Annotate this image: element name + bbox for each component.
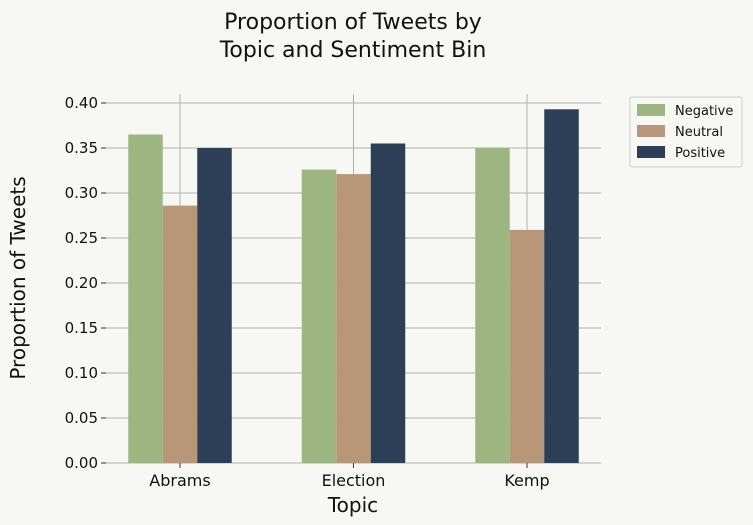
legend-swatch-positive [637,146,665,158]
bar-negative-election [301,169,337,463]
y-tick-label: 0.10 [65,364,98,382]
bars [128,109,579,464]
y-tick-label: 0.40 [65,94,98,112]
y-tick-label: 0.00 [65,454,98,472]
y-tick-label: 0.35 [65,139,98,157]
legend-swatch-negative [637,104,665,116]
x-axis-label: Topic [327,493,378,517]
x-tick-label: Abrams [149,471,210,490]
y-tick-label: 0.30 [65,184,98,202]
bar-positive-abrams [197,148,232,463]
y-tick-label: 0.25 [65,229,98,247]
legend-label-negative: Negative [675,104,733,119]
legend-label-neutral: Neutral [675,125,723,140]
y-tick-label: 0.05 [65,409,98,427]
y-axis-label: Proportion of Tweets [6,176,30,379]
bar-neutral-kemp [509,229,545,463]
x-tick-label: Kemp [504,471,549,490]
chart-title-line-1: Proportion of Tweets by [224,10,482,35]
bar-negative-kemp [475,148,510,463]
bar-neutral-abrams [162,205,198,463]
bar-positive-election [370,143,406,463]
bar-neutral-election [336,174,371,463]
y-tick-label: 0.15 [65,319,98,337]
legend-label-positive: Positive [675,146,725,161]
x-tick-label: Election [322,471,386,490]
x-axis: Abrams Election Kemp [149,463,550,490]
legend: Negative Neutral Positive [629,96,743,168]
bar-positive-kemp [544,109,579,464]
y-tick-label: 0.20 [65,274,98,292]
bar-negative-abrams [128,134,163,463]
y-axis: 0.00 0.05 0.10 0.15 0.20 0.25 0.30 0.35 0.40 [65,94,106,472]
legend-swatch-neutral [637,125,665,137]
chart-title-line-2: Topic and Sentiment Bin [219,38,487,63]
